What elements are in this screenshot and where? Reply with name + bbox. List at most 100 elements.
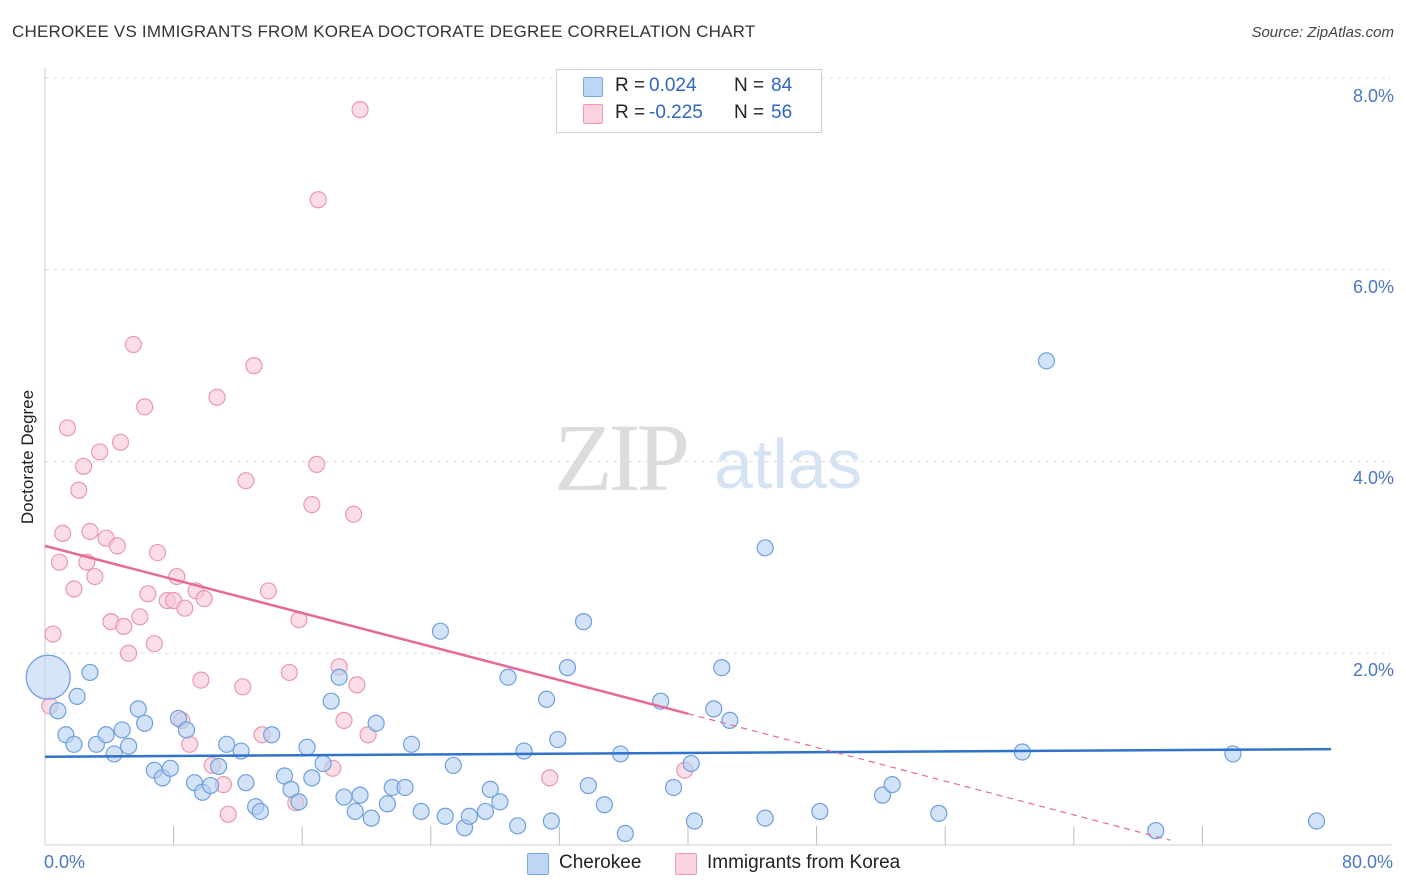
data-point-cherokee	[460, 807, 478, 825]
data-point-korea	[148, 543, 167, 562]
data-point-korea	[309, 191, 327, 209]
legend-n-label: N =	[734, 75, 765, 96]
data-point-cherokee	[251, 802, 270, 821]
data-point-korea	[335, 711, 353, 729]
data-point-korea	[145, 635, 163, 653]
legend-label-cherokee: Cherokee	[559, 852, 642, 873]
data-point-cherokee	[136, 714, 154, 732]
data-point-korea	[131, 608, 149, 626]
legend-label-korea: Immigrants from Korea	[707, 852, 901, 873]
data-point-cherokee	[685, 812, 704, 830]
data-point-cherokee	[97, 726, 115, 744]
data-point-cherokee	[515, 742, 533, 760]
data-point-cherokee	[1147, 822, 1165, 840]
legend-n-label: N =	[734, 102, 765, 123]
data-point-cherokee	[1307, 812, 1326, 830]
data-point-cherokee	[705, 700, 723, 718]
data-point-cherokee	[682, 754, 700, 773]
data-point-korea	[119, 644, 138, 662]
watermark-zip: ZIP	[554, 404, 687, 511]
x-tick-label-min: 0.0%	[44, 852, 86, 872]
data-point-cherokee	[537, 690, 556, 708]
data-point-cherokee	[346, 802, 364, 821]
data-point-cherokee	[367, 714, 385, 732]
trend-line-cherokee	[44, 747, 1332, 759]
legend-r-label: R =	[615, 75, 646, 96]
legend-swatch-korea	[675, 853, 697, 875]
data-point-korea	[54, 524, 72, 543]
data-point-cherokee	[756, 539, 774, 557]
data-point-korea	[280, 663, 298, 682]
data-point-cherokee	[664, 778, 683, 797]
y-tick-label-4: 4.0%	[1352, 468, 1394, 488]
data-point-cherokee	[81, 663, 99, 682]
data-point-korea	[219, 805, 237, 823]
trend-line-korea	[44, 544, 689, 715]
legend-r-value-korea: -0.225	[649, 102, 703, 123]
data-point-korea	[108, 537, 126, 555]
data-point-cherokee	[1037, 352, 1056, 370]
data-point-cherokee	[396, 778, 414, 797]
data-point-cherokee	[616, 824, 634, 843]
data-point-cherokee	[930, 804, 948, 822]
data-point-cherokee	[177, 721, 196, 739]
data-point-cherokee	[113, 721, 131, 739]
data-point-korea	[541, 769, 559, 787]
data-point-korea	[303, 496, 321, 514]
y-tick-label-2: 2.0%	[1352, 660, 1394, 680]
data-point-cherokee	[351, 786, 369, 804]
data-point-cherokee	[558, 659, 577, 677]
data-point-korea	[58, 419, 77, 437]
data-point-cherokee	[263, 726, 281, 744]
data-point-cherokee	[436, 807, 454, 825]
data-point-korea	[192, 671, 210, 689]
data-point-korea	[348, 676, 366, 694]
data-point-cherokee	[499, 668, 517, 686]
legend-r-value-cherokee: 0.024	[649, 75, 697, 96]
data-point-korea	[176, 599, 194, 617]
data-point-cherokee	[509, 817, 527, 835]
data-point-cherokee	[476, 802, 495, 821]
axes	[44, 68, 1392, 846]
data-point-korea	[86, 567, 104, 586]
data-point-cherokee	[574, 613, 593, 631]
data-point-cherokee	[201, 776, 220, 795]
data-point-korea	[50, 553, 69, 571]
data-point-korea	[234, 678, 252, 696]
legend-swatch-korea	[583, 104, 603, 124]
data-point-cherokee	[542, 812, 560, 830]
data-point-korea	[237, 472, 255, 490]
data-points	[25, 101, 1326, 843]
watermark: ZIP atlas	[554, 404, 862, 511]
data-point-korea	[181, 735, 199, 753]
data-point-cherokee	[330, 668, 348, 686]
data-point-korea	[111, 433, 130, 451]
data-point-korea	[208, 388, 226, 406]
data-point-korea	[91, 443, 109, 461]
data-point-cherokee	[721, 711, 739, 729]
data-point-korea	[245, 357, 263, 375]
data-point-cherokee	[1224, 745, 1242, 763]
data-point-cherokee	[412, 802, 430, 821]
data-point-korea	[195, 590, 213, 608]
data-point-cherokee	[579, 776, 597, 795]
data-point-cherokee	[210, 757, 228, 775]
data-point-cherokee	[129, 700, 147, 718]
legend-swatch-cherokee	[583, 77, 603, 97]
data-point-cherokee	[237, 774, 255, 792]
data-point-cherokee	[290, 793, 308, 811]
data-point-cherokee	[431, 622, 450, 640]
watermark-atlas: atlas	[714, 425, 862, 503]
trend-lines	[44, 544, 1332, 841]
y-tick-label-6: 6.0%	[1352, 277, 1394, 297]
data-point-cherokee	[161, 759, 179, 777]
series-legend: Cherokee Immigrants from Korea	[0, 852, 1406, 878]
data-point-cherokee	[282, 780, 300, 798]
data-point-korea	[351, 101, 369, 119]
data-point-korea	[345, 505, 363, 523]
data-point-cherokee	[713, 659, 731, 677]
data-point-cherokee	[491, 793, 509, 811]
data-point-korea	[115, 617, 133, 636]
chart-title: CHEROKEE VS IMMIGRANTS FROM KOREA DOCTOR…	[12, 22, 756, 41]
